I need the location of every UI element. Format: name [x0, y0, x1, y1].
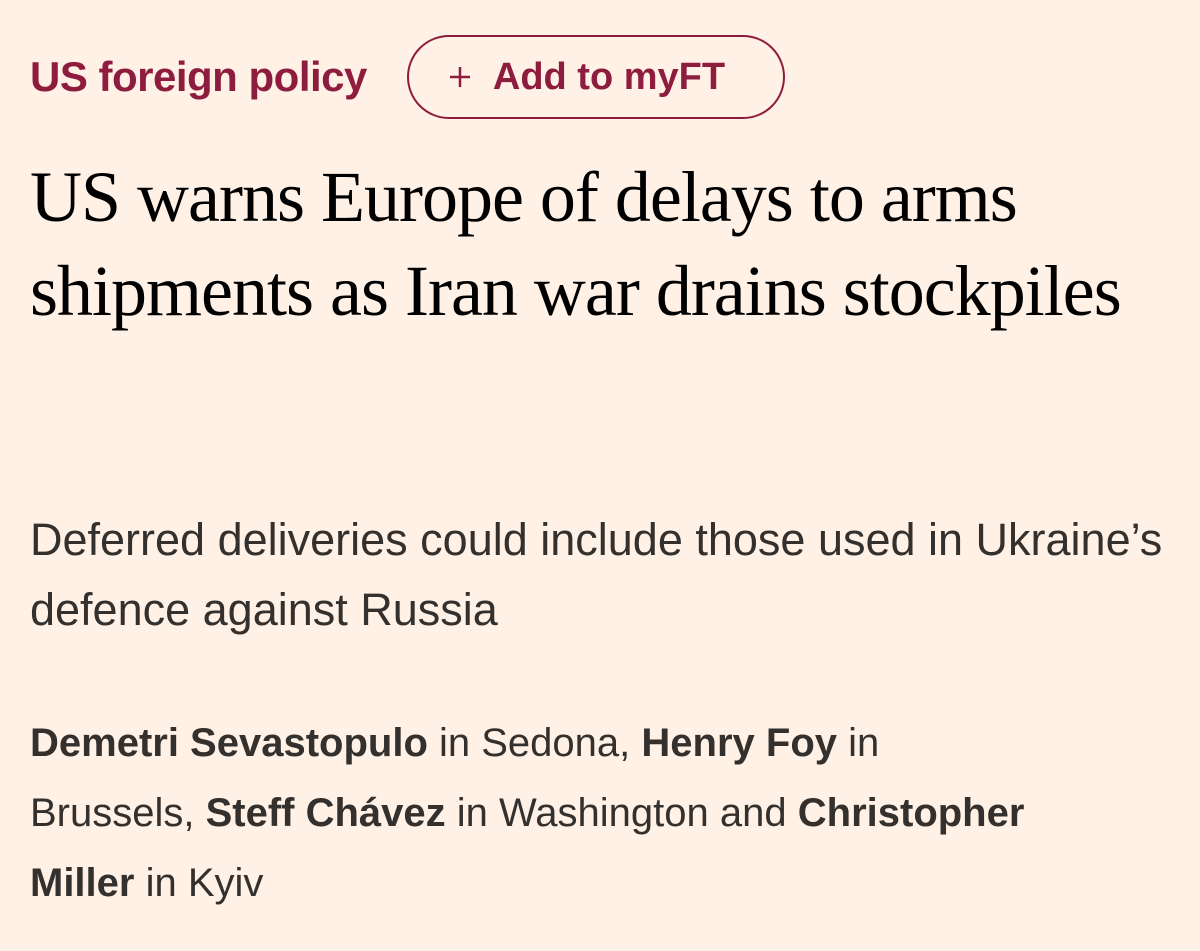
standfirst: Deferred deliveries could include those …	[30, 514, 1163, 635]
button-label: Add to myFT	[492, 55, 726, 98]
add-to-myft-button[interactable]: Add to myFT	[406, 35, 785, 119]
author-name[interactable]: Christopher Miller	[30, 791, 1025, 905]
byline-text: in Washington and	[445, 791, 798, 835]
byline-text: in Kyiv	[134, 861, 264, 905]
author-name[interactable]: Demetri Sevastopulo	[30, 721, 428, 765]
plus-icon	[449, 67, 470, 87]
byline: Demetri Sevastopulo in Sedona, Henry Foy…	[30, 708, 1040, 918]
headline: US warns Europe of delays to arms shipme…	[30, 157, 1122, 331]
author-name[interactable]: Henry Foy	[641, 721, 837, 765]
byline-text: in Brussels,	[30, 721, 880, 835]
topic-link[interactable]: US foreign policy	[30, 53, 367, 100]
byline-text: in Sedona,	[427, 721, 642, 765]
topic-row: US foreign policy Add to myFT	[30, 35, 785, 119]
author-name[interactable]: Steff Chávez	[205, 791, 446, 835]
